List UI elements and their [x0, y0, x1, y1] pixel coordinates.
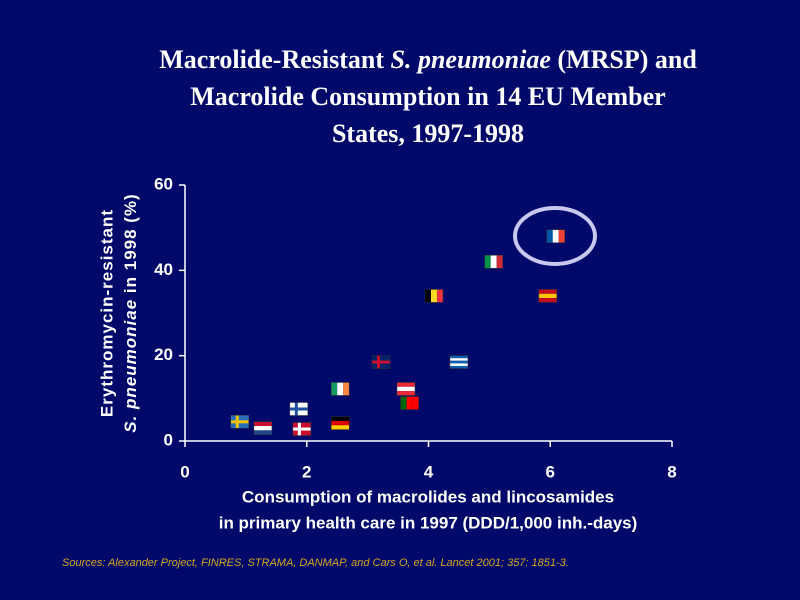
flag-border [546, 229, 565, 243]
flag-part [538, 293, 557, 299]
flag-border [371, 355, 391, 369]
flag-marker [371, 355, 391, 369]
flag-part [449, 365, 468, 369]
flag-border [484, 255, 503, 269]
title-part: S. pneumoniae [391, 45, 551, 74]
x-axis-label: in primary health care in 1997 (DDD/1,00… [219, 513, 638, 532]
y-tick-label: 0 [164, 430, 173, 449]
flag-part [253, 430, 272, 435]
flag-border [538, 289, 558, 303]
y-tick-label: 40 [154, 260, 173, 279]
flag-marker [424, 289, 444, 303]
flag-part [538, 298, 557, 303]
flag-part [449, 358, 468, 361]
flag-part [424, 289, 431, 303]
flag-marker [289, 402, 309, 416]
flag-part [484, 255, 491, 269]
chart-title-line: Macrolide Consumption in 14 EU Member [190, 82, 665, 111]
flag-border [330, 416, 350, 430]
flag-part [253, 421, 272, 427]
flag-marker [330, 416, 350, 430]
flag-border [289, 402, 309, 416]
flag-marker [538, 289, 558, 303]
flag-part [412, 396, 419, 410]
flag-marker [484, 255, 503, 269]
flag-part [558, 229, 565, 243]
flag-part [337, 382, 344, 396]
flag-marker [253, 421, 273, 435]
flag-part [538, 289, 557, 294]
y-axis-label-line: Erythromycin-resistant [97, 209, 116, 417]
flag-marker [400, 396, 419, 410]
chart-title-line: States, 1997-1998 [332, 119, 524, 148]
title-part: (MRSP) and [551, 45, 697, 74]
title-part: Macrolide-Resistant [159, 45, 390, 74]
flag-part [490, 255, 497, 269]
chart-title-line: Macrolide-Resistant S. pneumoniae (MRSP)… [159, 45, 697, 74]
flag-border [449, 355, 469, 369]
y-axis-label-line: S. pneumoniae in 1998 (%) [121, 193, 140, 432]
source-note: Sources: Alexander Project, FINRES, STRA… [62, 557, 569, 569]
flag-border [253, 421, 273, 435]
flag-part [449, 360, 468, 364]
highlight-circle [513, 206, 597, 266]
flag-part [546, 229, 553, 243]
flag-part [289, 407, 308, 411]
flag-marker [396, 382, 416, 396]
flag-part [343, 382, 350, 396]
x-tick-label: 2 [302, 462, 311, 481]
flag-part [436, 289, 443, 303]
flag-part [372, 360, 391, 364]
flag-border [396, 382, 416, 396]
flag-part [449, 355, 468, 359]
flag-part [552, 229, 559, 243]
flag-border [230, 415, 250, 429]
flag-part [396, 382, 415, 387]
x-tick-label: 8 [667, 462, 676, 481]
flag-border [400, 396, 419, 410]
flag-part [406, 396, 413, 410]
flag-marker [230, 415, 250, 429]
flag-marker [292, 422, 312, 436]
y-tick-label: 60 [154, 174, 173, 193]
flag-part [396, 391, 415, 396]
flag-border [292, 422, 312, 436]
flag-part [230, 420, 249, 424]
flag-border [330, 382, 350, 396]
flag-part [331, 425, 350, 430]
flag-border [424, 289, 444, 303]
flag-part [430, 289, 437, 303]
flag-part [331, 420, 350, 426]
flag-part [253, 426, 272, 431]
flag-part [396, 386, 415, 392]
flag-part [292, 427, 311, 431]
y-tick-label: 20 [154, 345, 173, 364]
flag-marker [449, 355, 469, 369]
flag-marker [546, 229, 565, 243]
y-label-part: S. pneumoniae [121, 299, 140, 433]
flag-part [331, 382, 338, 396]
flag-part [400, 396, 407, 410]
y-axis-label: Erythromycin-resistant S. pneumoniae in … [97, 193, 140, 432]
x-axis-label: Consumption of macrolides and lincosamid… [242, 487, 614, 506]
flag-part [449, 363, 468, 366]
flag-part [496, 255, 503, 269]
flag-part [331, 416, 350, 421]
flag-marker [330, 382, 350, 396]
x-tick-label: 6 [546, 462, 555, 481]
x-tick-label: 4 [424, 462, 434, 481]
y-label-part: in 1998 (%) [121, 193, 140, 299]
x-tick-label: 0 [180, 462, 189, 481]
